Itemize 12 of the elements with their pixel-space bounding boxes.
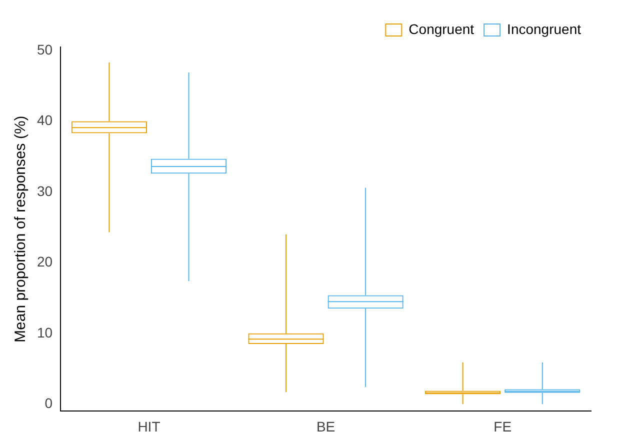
y-tick-label: 30 [36, 182, 53, 199]
y-tick-label: 0 [44, 394, 53, 411]
y-axis-title: Mean proportion of responses (%) [12, 116, 30, 342]
y-tick-label: 40 [36, 112, 53, 128]
x-tick-label: BE [316, 418, 336, 434]
legend-label: Incongruent [507, 20, 582, 37]
legend-label: Congruent [408, 20, 474, 37]
x-tick-label: HIT [138, 418, 161, 434]
y-tick-label: 10 [36, 324, 53, 340]
x-tick-label: FE [494, 418, 512, 434]
y-tick-label: 50 [36, 41, 53, 58]
y-tick-label: 20 [36, 254, 53, 270]
